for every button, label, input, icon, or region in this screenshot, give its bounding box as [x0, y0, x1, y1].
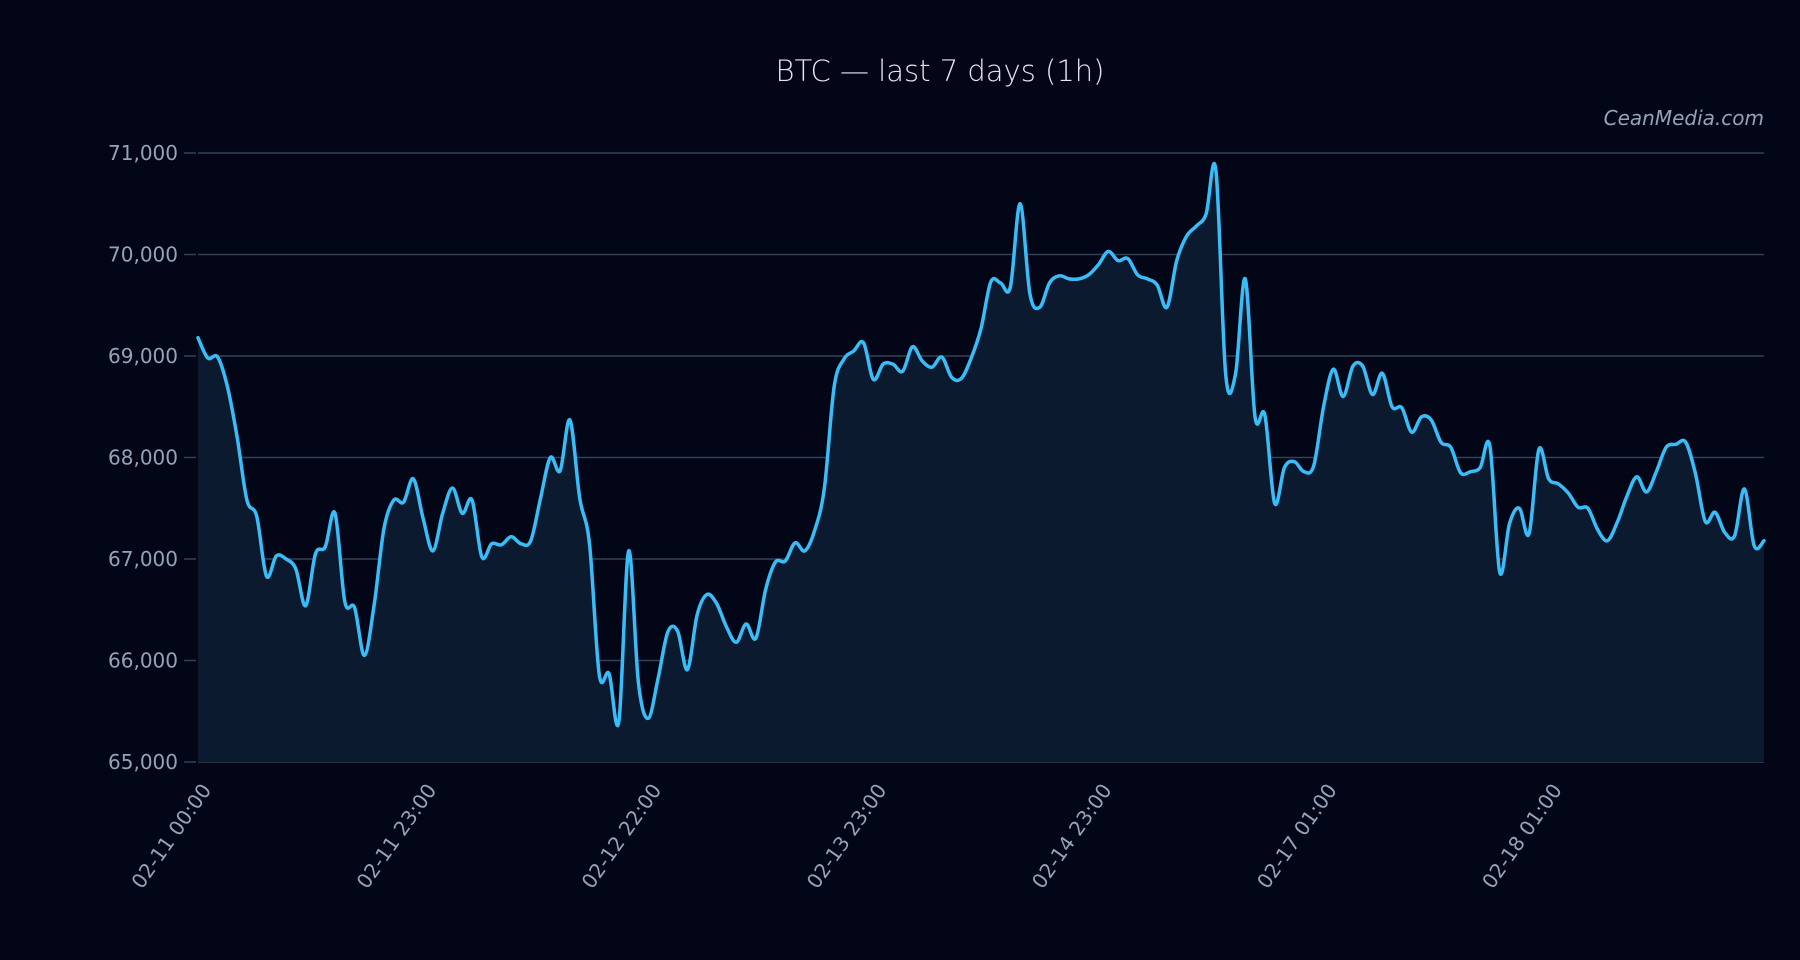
x-tick-label: 02-14 23:00: [1027, 779, 1117, 893]
x-tick-label: 02-12 22:00: [577, 779, 667, 893]
price-line: [196, 161, 1766, 727]
y-axis-ticks: 65,000 66,000 67,000 68,000 69,000 70,000 71,0…: [108, 141, 196, 774]
y-tick-label: 68,000: [108, 446, 178, 470]
y-tick-label: 69,000: [108, 344, 178, 368]
y-tick-label: 71,000: [108, 141, 178, 165]
x-tick-label: 02-11 23:00: [352, 779, 442, 893]
y-tick-label: 65,000: [108, 750, 178, 774]
x-tick-label: 02-18 01:00: [1477, 779, 1567, 893]
y-tick-label: 70,000: [108, 243, 178, 267]
price-area-fill: [198, 163, 1764, 763]
x-axis-ticks: 02-11 00:00 02-11 23:00 02-12 22:00 02-13 2…: [126, 779, 1566, 893]
x-tick-label: 02-11 00:00: [126, 779, 216, 893]
chart-title: BTC — last 7 days (1h): [775, 54, 1105, 88]
y-tick-label: 66,000: [108, 649, 178, 673]
x-tick-label: 02-13 23:00: [802, 779, 892, 893]
y-tick-label: 67,000: [108, 547, 178, 571]
watermark: CeanMedia.com: [1603, 106, 1764, 130]
x-tick-label: 02-17 01:00: [1252, 779, 1342, 893]
